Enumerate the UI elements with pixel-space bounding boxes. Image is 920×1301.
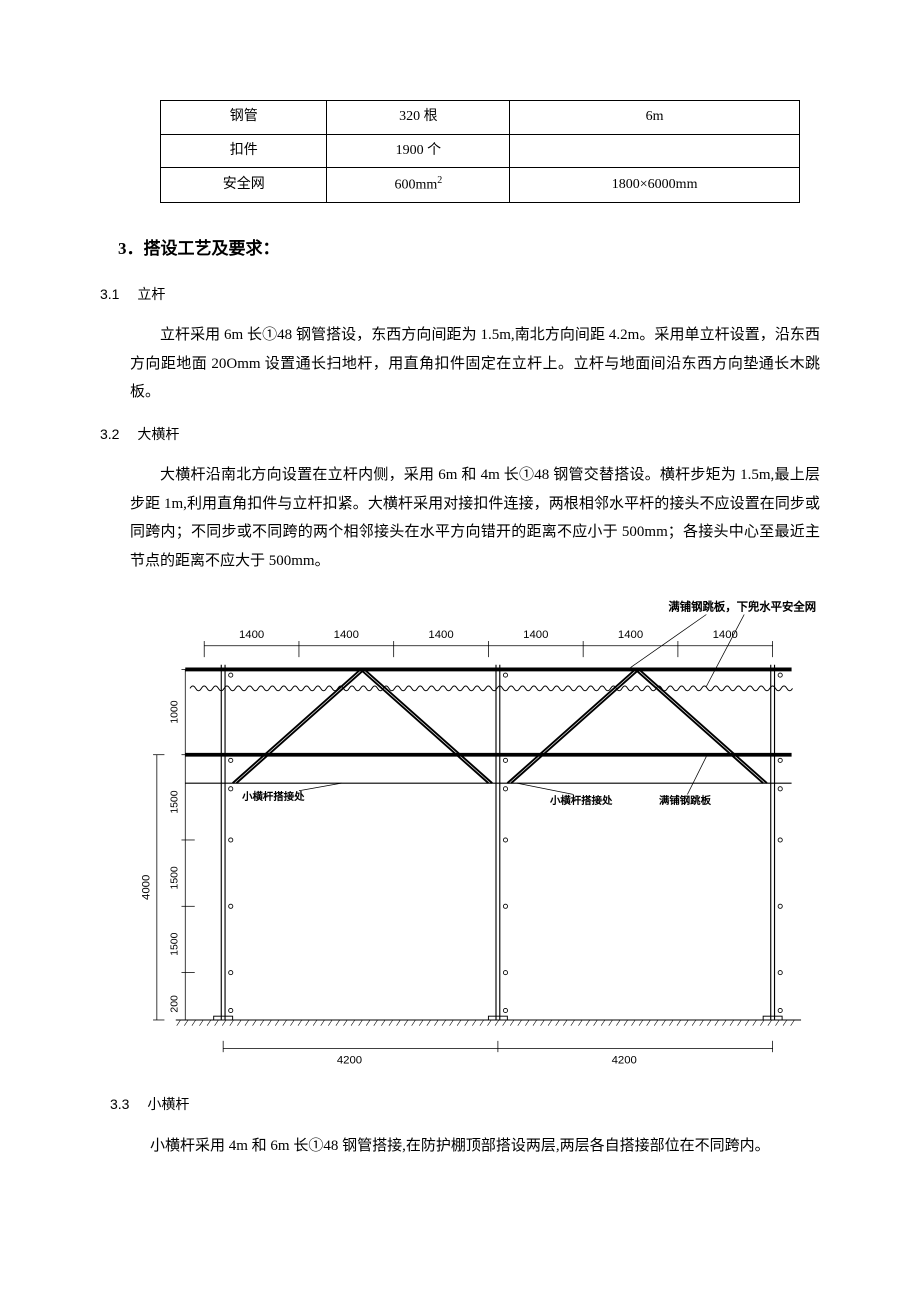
svg-text:1400: 1400 — [618, 630, 643, 642]
svg-text:1000: 1000 — [170, 701, 181, 724]
svg-text:1400: 1400 — [239, 630, 264, 642]
cell-material: 钢管 — [161, 101, 327, 135]
cell-spec: 6m — [510, 101, 800, 135]
sub-number: 3.3 — [110, 1096, 129, 1112]
table-row: 钢管 320 根 6m — [161, 101, 800, 135]
svg-text:200: 200 — [170, 995, 181, 1013]
sub-title: 大横杆 — [137, 428, 179, 443]
cell-qty: 1900 个 — [327, 134, 510, 168]
svg-text:1400: 1400 — [428, 630, 453, 642]
paragraph-3-2: 大横杆沿南北方向设置在立杆内侧，采用 6m 和 4m 长①48 钢管交替搭设。横… — [130, 461, 820, 575]
cell-material: 安全网 — [161, 168, 327, 203]
svg-text:1400: 1400 — [334, 630, 359, 642]
section-title: ．搭设工艺及要求： — [127, 239, 280, 258]
cell-spec: 1800×6000mm — [510, 168, 800, 203]
svg-text:1400: 1400 — [523, 630, 548, 642]
subsection-3-1-header: 3.1 立杆 — [100, 281, 820, 310]
svg-text:小横杆搭接处: 小横杆搭接处 — [241, 791, 305, 804]
subsection-3-3-header: 3.3 小横杆 — [110, 1091, 820, 1120]
svg-text:1400: 1400 — [713, 630, 738, 642]
svg-text:小横杆搭接处: 小横杆搭接处 — [549, 794, 613, 807]
svg-text:4200: 4200 — [612, 1055, 637, 1067]
sub-title: 立杆 — [137, 288, 165, 303]
cell-spec — [510, 134, 800, 168]
table-row: 安全网 600mm²600mm2 1800×6000mm — [161, 168, 800, 203]
cell-qty: 320 根 — [327, 101, 510, 135]
svg-text:1500: 1500 — [170, 867, 181, 890]
section-3-header: 3．搭设工艺及要求： — [118, 233, 820, 265]
sub-number: 3.2 — [100, 426, 119, 442]
svg-text:满铺钢跳板: 满铺钢跳板 — [659, 794, 712, 807]
section-number: 3 — [118, 239, 127, 258]
paragraph-3-1: 立杆采用 6m 长①48 钢管搭设，东西方向间距为 1.5m,南北方向间距 4.… — [130, 321, 820, 407]
cell-qty: 600mm²600mm2 — [327, 168, 510, 203]
scaffold-svg: 1400 1400 1400 1400 1400 1400 满铺钢跳板，下兜水平安全网 100… — [100, 593, 820, 1068]
materials-table: 钢管 320 根 6m 扣件 1900 个 安全网 600mm²600mm2 1… — [160, 100, 800, 203]
table-row: 扣件 1900 个 — [161, 134, 800, 168]
svg-text:4200: 4200 — [337, 1055, 362, 1067]
cell-material: 扣件 — [161, 134, 327, 168]
subsection-3-2-header: 3.2 大横杆 — [100, 421, 820, 450]
svg-text:4000: 4000 — [140, 875, 152, 900]
svg-text:1500: 1500 — [170, 791, 181, 814]
scaffold-diagram: 1400 1400 1400 1400 1400 1400 满铺钢跳板，下兜水平安全网 100… — [100, 593, 820, 1079]
sub-title: 小横杆 — [147, 1098, 189, 1113]
sub-number: 3.1 — [100, 286, 119, 302]
svg-text:满铺钢跳板，下兜水平安全网: 满铺钢跳板，下兜水平安全网 — [668, 600, 816, 614]
svg-text:1500: 1500 — [170, 933, 181, 956]
paragraph-3-3: 小横杆采用 4m 和 6m 长①48 钢管搭接,在防护棚顶部搭设两层,两层各自搭… — [150, 1132, 820, 1161]
